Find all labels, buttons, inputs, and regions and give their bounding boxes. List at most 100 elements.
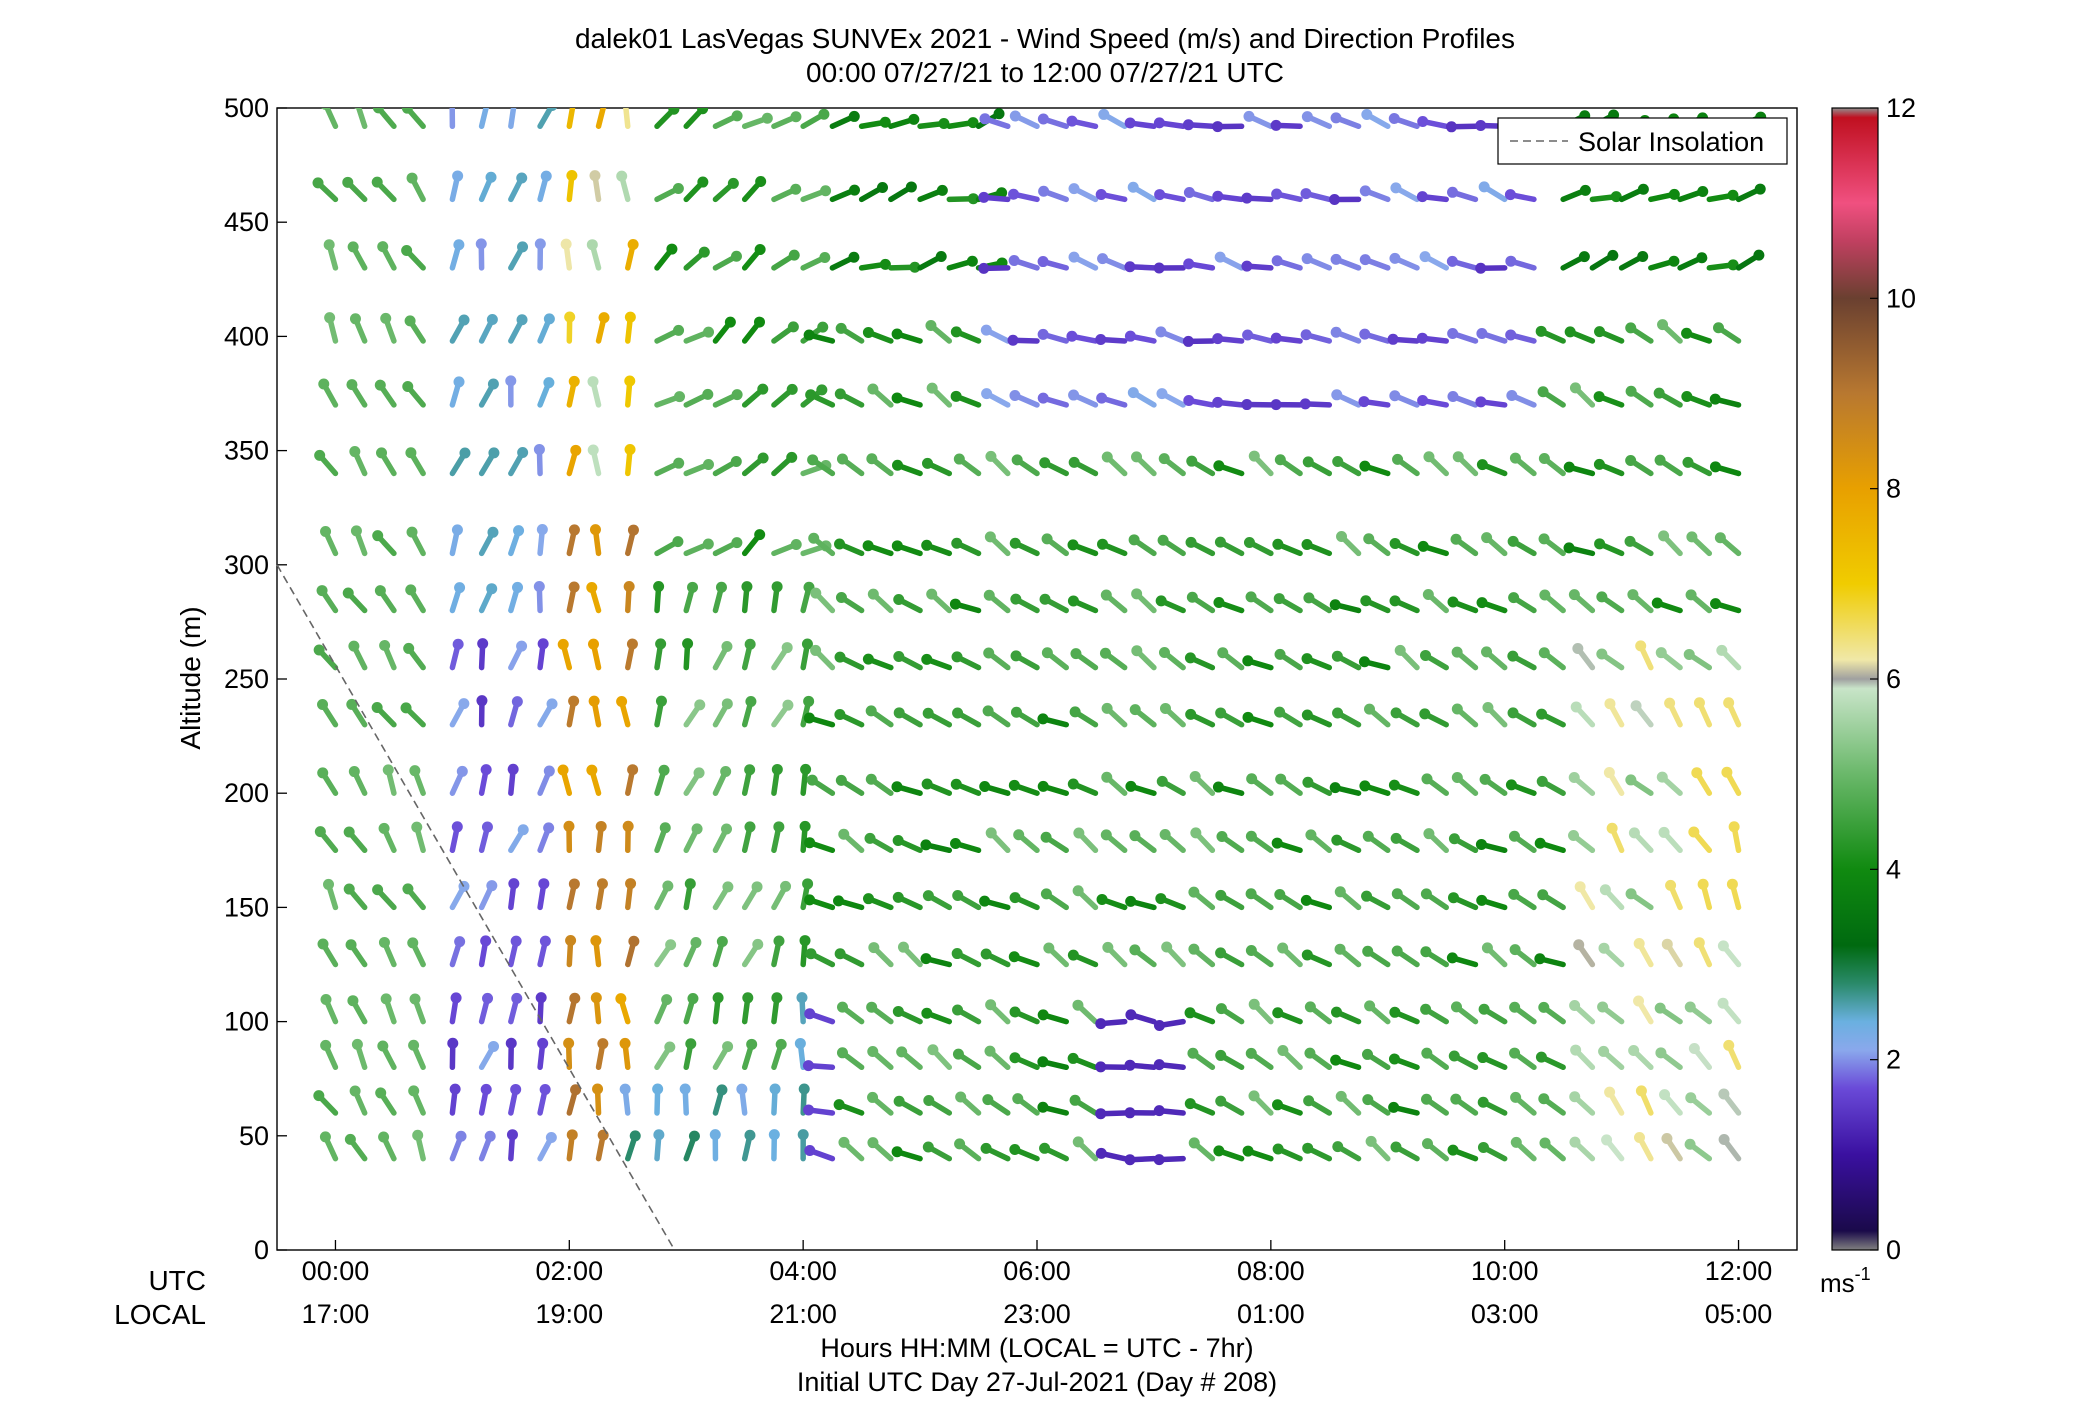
wind-vector — [952, 1048, 982, 1071]
wind-vector — [1624, 535, 1654, 557]
wind-vector — [1568, 589, 1596, 614]
wind-vector-head — [592, 1083, 604, 1095]
wind-vector-head — [722, 881, 734, 893]
wind-vector — [537, 313, 555, 344]
wind-vector — [1648, 255, 1680, 271]
wind-vector — [683, 937, 702, 968]
wind-vector-head — [896, 1046, 908, 1058]
wind-vector-head — [804, 837, 816, 849]
wind-vector — [654, 695, 667, 728]
wind-vector — [800, 108, 830, 130]
wind-vector-head — [380, 993, 392, 1005]
wind-vector — [1390, 1141, 1420, 1162]
wind-vector-head — [568, 375, 580, 387]
wind-vector — [1683, 648, 1713, 671]
wind-vector — [654, 638, 667, 671]
wind-vector-head — [458, 698, 470, 710]
wind-vector-head — [936, 184, 948, 196]
wind-vector-head — [897, 941, 909, 953]
wind-vector-head — [1477, 1141, 1489, 1153]
wind-vector — [616, 170, 631, 203]
wind-vector — [741, 764, 756, 796]
wind-vector — [1101, 451, 1128, 477]
wind-vector-head — [589, 524, 601, 536]
wind-vector-head — [1593, 458, 1605, 470]
wind-vector-head — [1040, 888, 1052, 900]
wind-vector-head — [1716, 644, 1728, 656]
wind-vector-head — [1635, 1085, 1647, 1097]
wind-vector — [1183, 258, 1216, 271]
wind-vector-head — [864, 832, 876, 844]
wind-vector-head — [1358, 396, 1370, 408]
wind-vector-head — [510, 1083, 522, 1095]
wind-vector-head — [867, 383, 879, 395]
wind-vector-head — [1391, 945, 1403, 957]
wind-vector-head — [1479, 773, 1491, 785]
wind-vector-head — [955, 1091, 967, 1103]
wind-vector-head — [1420, 946, 1432, 958]
wind-vector — [1125, 895, 1157, 911]
wind-vector-head — [1717, 997, 1729, 1009]
wind-vector-head — [1272, 1143, 1284, 1155]
wind-vector — [858, 182, 889, 203]
wind-vector — [449, 376, 465, 408]
wind-vector-head — [1568, 829, 1580, 841]
wind-vector-head — [1482, 701, 1494, 713]
wind-vector — [1274, 454, 1303, 477]
wind-vector — [1391, 945, 1420, 968]
wind-vector-head — [1156, 388, 1168, 400]
wind-vector — [1245, 888, 1274, 911]
wind-vector — [475, 238, 487, 271]
wind-vector-head — [1274, 706, 1286, 718]
wind-vector — [1446, 952, 1479, 968]
wind-vector-head — [377, 241, 389, 253]
wind-vector-head — [721, 823, 733, 835]
wind-vector-head — [1417, 115, 1429, 127]
wind-vector-head — [702, 458, 714, 470]
wind-vector — [347, 995, 368, 1025]
wind-vector-head — [619, 1037, 631, 1049]
wind-vector — [1184, 1007, 1216, 1025]
wind-vector-head — [379, 639, 391, 651]
wind-vector-head — [817, 321, 829, 333]
wind-vector — [1563, 461, 1596, 477]
wind-vector — [654, 764, 670, 796]
wind-vector-head — [865, 773, 877, 785]
wind-vector — [808, 532, 836, 557]
wind-vector — [1482, 701, 1508, 728]
wind-vector-head — [1572, 642, 1584, 654]
wind-vector — [1421, 773, 1449, 796]
wind-vector — [654, 939, 677, 968]
wind-vector-head — [317, 698, 329, 710]
wind-vector-head — [1538, 1001, 1550, 1013]
wind-vector — [1037, 328, 1069, 344]
wind-vector — [917, 184, 948, 203]
wind-vector-head — [517, 824, 529, 836]
wind-vector-head — [1010, 593, 1022, 605]
wind-vector-head — [408, 1085, 420, 1097]
wind-vector-head — [1158, 647, 1170, 659]
wind-vector-head — [866, 1001, 878, 1013]
wind-vector — [1243, 110, 1274, 130]
wind-vector — [1630, 700, 1654, 728]
wind-vector-head — [1578, 251, 1590, 263]
wind-vector — [537, 822, 555, 854]
wind-vector — [589, 170, 602, 203]
wind-vector — [838, 1136, 865, 1162]
wind-vector-head — [978, 262, 990, 274]
wind-vector-head — [452, 170, 464, 182]
wind-vector-head — [727, 177, 739, 189]
wind-vector — [771, 935, 785, 968]
wind-vector — [1131, 588, 1157, 614]
wind-vector-head — [507, 763, 519, 775]
wind-vector — [1538, 647, 1566, 671]
wind-vector — [1735, 183, 1766, 203]
wind-vector — [1215, 707, 1245, 728]
wind-vector — [378, 936, 397, 968]
wind-vector — [712, 698, 733, 728]
wind-vector — [946, 255, 978, 271]
wind-vector — [1301, 253, 1333, 271]
wind-vector — [741, 112, 773, 130]
wind-vector-head — [1095, 188, 1107, 200]
